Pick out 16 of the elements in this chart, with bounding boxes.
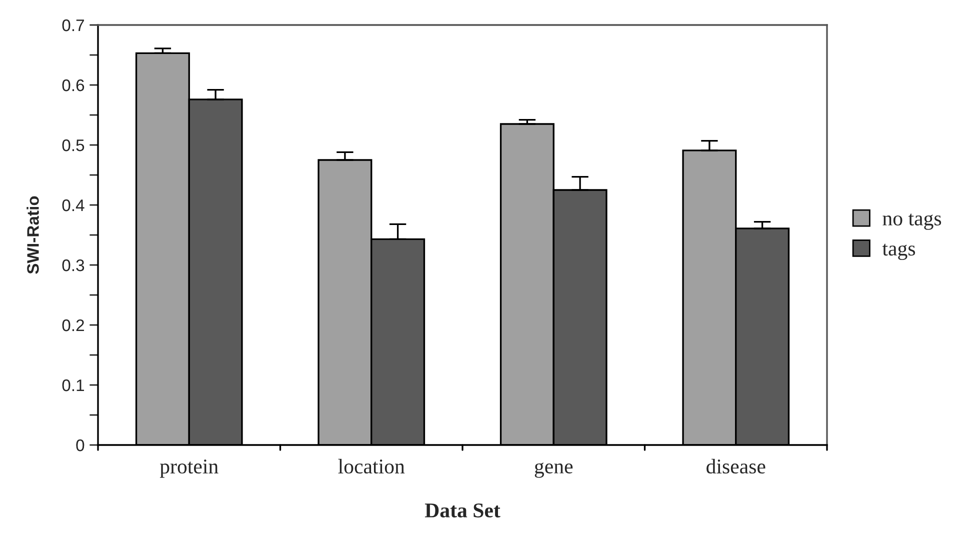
y-tick-label: 0.2 (62, 319, 84, 332)
y-axis-title: SWI-Ratio (26, 196, 39, 274)
legend-label: tags (882, 244, 916, 260)
y-tick-label: 0 (76, 439, 84, 452)
y-tick-label: 0.4 (62, 199, 84, 212)
x-axis-title: Data Set (424, 503, 500, 518)
y-tick-label: 0.3 (62, 259, 84, 272)
x-tick-label: protein (160, 460, 218, 478)
y-tick-label: 0.7 (62, 19, 84, 32)
y-tick-label: 0.1 (62, 379, 84, 392)
x-tick-label: disease (706, 458, 766, 474)
y-tick-label: 0.6 (62, 79, 84, 92)
y-tick-label: 0.5 (62, 139, 84, 152)
x-tick-label: location (338, 458, 405, 474)
x-tick-label: gene (534, 462, 573, 478)
legend-label: no tags (882, 214, 942, 230)
